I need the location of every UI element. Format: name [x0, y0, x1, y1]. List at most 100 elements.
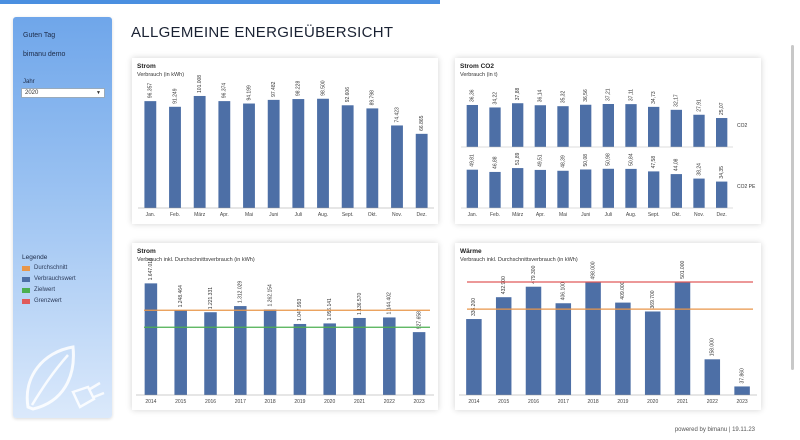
data-label: 25,07 [719, 102, 725, 115]
data-label: 498.000 [590, 261, 596, 279]
bar [704, 359, 721, 395]
x-tick-label: Feb. [490, 212, 500, 218]
bar [292, 99, 305, 208]
legend-title: Legende [22, 254, 48, 261]
year-select[interactable]: 2020 ▼ [21, 88, 105, 98]
data-label: 49,51 [538, 154, 544, 167]
bar [243, 103, 255, 208]
bar [625, 104, 637, 147]
x-tick-label: Jan. [468, 212, 477, 218]
data-label: 89.798 [370, 90, 376, 106]
data-label: 32,17 [674, 94, 680, 107]
bar [466, 104, 478, 147]
data-label: 27,91 [696, 99, 702, 112]
data-label: 66.865 [419, 115, 425, 131]
bar [383, 317, 396, 395]
x-tick-label: 2021 [354, 399, 365, 405]
data-label: 1.262.154 [267, 284, 273, 306]
bar [602, 168, 614, 208]
data-label: 409.000 [620, 281, 626, 299]
data-label: 97.482 [271, 81, 277, 97]
bar [670, 174, 682, 208]
data-label: 501.000 [680, 261, 686, 279]
x-tick-label: Sept. [648, 212, 660, 218]
x-tick-label: Dez. [417, 212, 427, 218]
bar [174, 310, 187, 395]
x-tick-label: Okt. [672, 212, 681, 218]
data-label: 35,32 [560, 90, 566, 103]
data-label: 47,58 [651, 156, 657, 169]
data-label: 336.200 [471, 298, 477, 316]
x-tick-label: Juli [295, 212, 303, 218]
data-label: 50,08 [583, 154, 589, 167]
x-tick-label: Aug. [318, 212, 328, 218]
series-label: CO2 [737, 123, 748, 129]
chart-strom-monthly: 96.357 Jan. 91.249 Feb. 101.008 März 96.374 Apr… [138, 75, 434, 218]
data-label: 479.300 [531, 265, 537, 283]
panel-waerme-yearly: Wärme Verbrauch inkl. Durchschnittsverbr… [455, 243, 761, 410]
x-tick-label: 2018 [265, 399, 276, 405]
legend-swatch [22, 265, 30, 271]
legend-item-limit: Grenzwert [22, 298, 62, 304]
data-label: 94.199 [246, 85, 252, 101]
x-tick-label: Feb. [170, 212, 180, 218]
legend-item-average: Durchschnitt [22, 265, 67, 271]
x-tick-label: Juli [605, 212, 613, 218]
chart-strom-co2: 36,36 34,22 37,88 36,14 35,32 36,56 37,21 37,11… [461, 87, 756, 218]
x-tick-label: 2022 [707, 399, 718, 405]
x-tick-label: Apr. [536, 212, 545, 218]
greeting-text: Guten Tag [23, 32, 56, 39]
bar [489, 107, 501, 147]
bar [415, 133, 428, 208]
data-label: 44,08 [674, 158, 680, 171]
data-label: 1.221.331 [208, 287, 214, 309]
bar [218, 101, 231, 208]
data-label: 1.248.464 [178, 285, 184, 307]
data-label: 46,88 [492, 156, 498, 169]
x-tick-label: 2017 [235, 399, 246, 405]
data-label: 406.100 [561, 282, 567, 300]
x-tick-label: Jan. [146, 212, 155, 218]
bar [580, 169, 592, 208]
x-tick-label: 2019 [294, 399, 305, 405]
bar [734, 386, 750, 395]
legend-label: Durchschnitt [34, 265, 68, 271]
data-label: 101.008 [197, 75, 203, 93]
x-tick-label: Nov. [392, 212, 402, 218]
data-label: 91.249 [172, 88, 178, 104]
bar [585, 282, 601, 395]
bar [323, 323, 336, 395]
data-label: 38,24 [696, 163, 702, 176]
data-label: 96.357 [148, 83, 154, 99]
panel-subtitle: Verbrauch inkl. Durchschnittsverbrauch (… [137, 257, 255, 263]
data-label: 1.056.141 [327, 298, 333, 320]
x-tick-label: 2018 [588, 399, 599, 405]
user-name: bimanu demo [23, 51, 66, 58]
x-tick-label: März [512, 212, 524, 218]
data-label: 37,11 [628, 89, 634, 101]
bar [267, 99, 280, 208]
bar [169, 106, 181, 208]
panel-title: Strom [137, 63, 156, 70]
x-tick-label: 2020 [324, 399, 335, 405]
x-tick-label: 2014 [145, 399, 156, 405]
bar [615, 302, 631, 395]
scrollbar[interactable] [791, 45, 794, 370]
data-label: 1.136.570 [357, 293, 363, 315]
bar [602, 104, 614, 147]
bar [204, 312, 217, 395]
data-label: 34,73 [651, 91, 657, 104]
x-tick-label: Mai [559, 212, 567, 218]
bar [512, 103, 524, 147]
legend-swatch [22, 276, 30, 282]
series-label: CO2 PE [737, 184, 756, 190]
x-tick-label: 2022 [384, 399, 395, 405]
bar [534, 169, 546, 208]
x-tick-label: 2017 [558, 399, 569, 405]
data-label: 74.423 [394, 107, 400, 123]
x-tick-label: Nov. [694, 212, 704, 218]
eco-plug-leaf-icon [25, 345, 105, 411]
data-label: 36,36 [470, 89, 476, 102]
data-label: 49,81 [470, 154, 476, 167]
x-tick-label: Juni [581, 212, 590, 218]
